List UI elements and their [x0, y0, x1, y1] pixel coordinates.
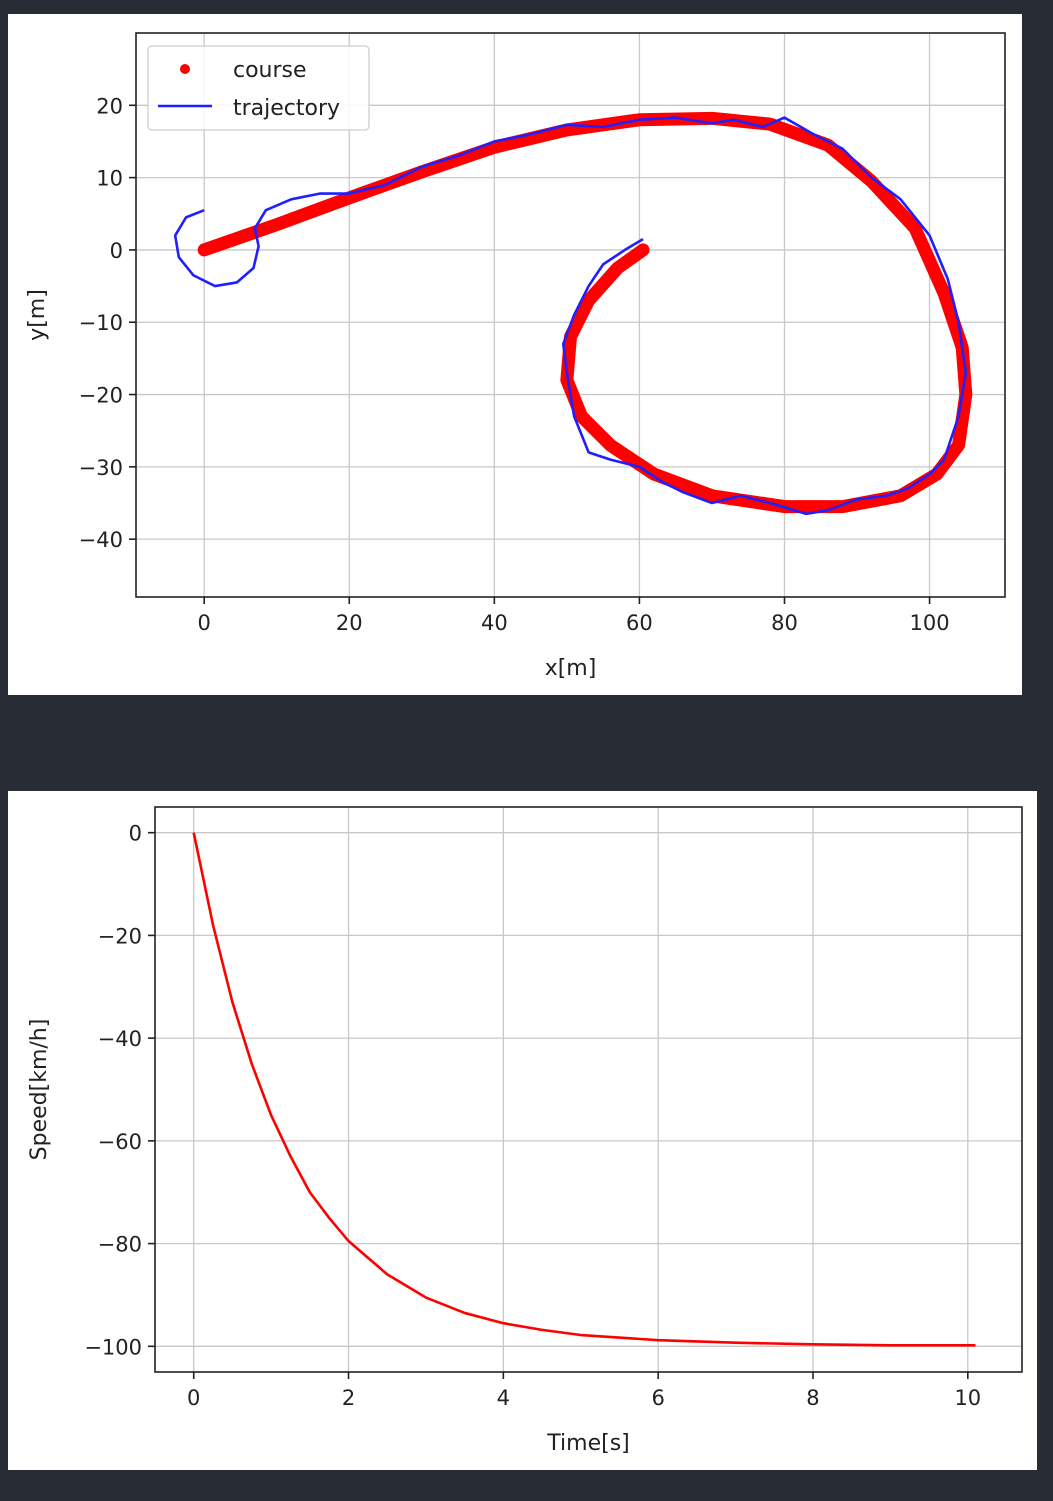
y-tick-label: −100 — [84, 1335, 142, 1359]
speed-chart: 0 2 4 6 8 10 0 −20 −40 −60 −80 −100 Time[s] Speed[km/… — [27, 806, 1023, 1456]
speed-line — [192, 832, 976, 1347]
y-axis-label: y[m] — [25, 289, 50, 341]
x-tick-label: 60 — [626, 611, 653, 635]
y-axis-label: Speed[km/h] — [27, 1019, 52, 1161]
x-tick-label: 0 — [197, 611, 210, 635]
y-tick-label: 10 — [96, 167, 123, 191]
x-tick-label: 6 — [651, 1386, 664, 1410]
course-point — [637, 243, 650, 256]
y-tick-label: 0 — [129, 822, 142, 846]
legend-box — [147, 45, 370, 131]
trajectory-chart-panel: 0 20 40 60 80 100 20 10 0 −10 −20 −30 −40 x[m] y[m] cou… — [8, 14, 1022, 695]
x-tick-label: 20 — [336, 611, 363, 635]
legend-marker-course — [180, 64, 190, 74]
x-axis-label: x[m] — [545, 656, 597, 681]
course-point — [938, 287, 951, 300]
x-tick-label: 100 — [910, 611, 950, 635]
plot-frame — [154, 806, 1023, 1373]
course-line — [197, 111, 973, 514]
course-point — [952, 439, 965, 452]
course-point — [575, 410, 588, 423]
y-tick-label: −10 — [79, 311, 123, 335]
course-point — [705, 489, 718, 502]
course-point — [611, 262, 624, 274]
course-point — [270, 218, 283, 231]
legend-label-trajectory: trajectory — [233, 96, 340, 121]
x-tick-label: 10 — [954, 1386, 981, 1410]
plot-frame — [135, 32, 1006, 598]
y-tick-label: −30 — [79, 456, 123, 480]
x-tick-label: 2 — [342, 1386, 355, 1410]
x-tick-label: 0 — [187, 1386, 200, 1410]
x-tick-label: 4 — [497, 1386, 510, 1410]
x-tick-label: 8 — [806, 1386, 819, 1410]
speed-chart-panel: 0 2 4 6 8 10 0 −20 −40 −60 −80 −100 Time[s] Speed[km/… — [8, 791, 1037, 1470]
course-point — [865, 175, 878, 188]
plot-area — [192, 832, 976, 1347]
y-tick-label: 0 — [110, 239, 123, 263]
y-tick-label: −80 — [98, 1233, 142, 1257]
x-tick-label: 80 — [771, 611, 798, 635]
x-tick-label: 40 — [481, 611, 508, 635]
trajectory-chart: 0 20 40 60 80 10020100−10−20−30−40x[m]y[m]cou… — [25, 32, 1006, 681]
course-point — [582, 294, 595, 307]
y-tick-label: −20 — [98, 924, 142, 948]
course-point — [604, 439, 617, 452]
x-axis-label: Time[s] — [546, 1431, 629, 1456]
legend-label-course: course — [233, 58, 307, 83]
course-point — [343, 191, 356, 204]
course-point — [705, 112, 718, 125]
trajectory-line — [173, 116, 968, 516]
course-point — [909, 222, 922, 235]
plot-area — [173, 111, 973, 516]
y-tick-label: 20 — [96, 94, 123, 118]
y-tick-label: −60 — [98, 1130, 142, 1154]
course-point — [198, 243, 211, 256]
y-tick-label: −20 — [79, 384, 123, 408]
y-tick-label: −40 — [98, 1027, 142, 1051]
course-point — [488, 141, 501, 154]
y-tick-label: −40 — [79, 528, 123, 552]
